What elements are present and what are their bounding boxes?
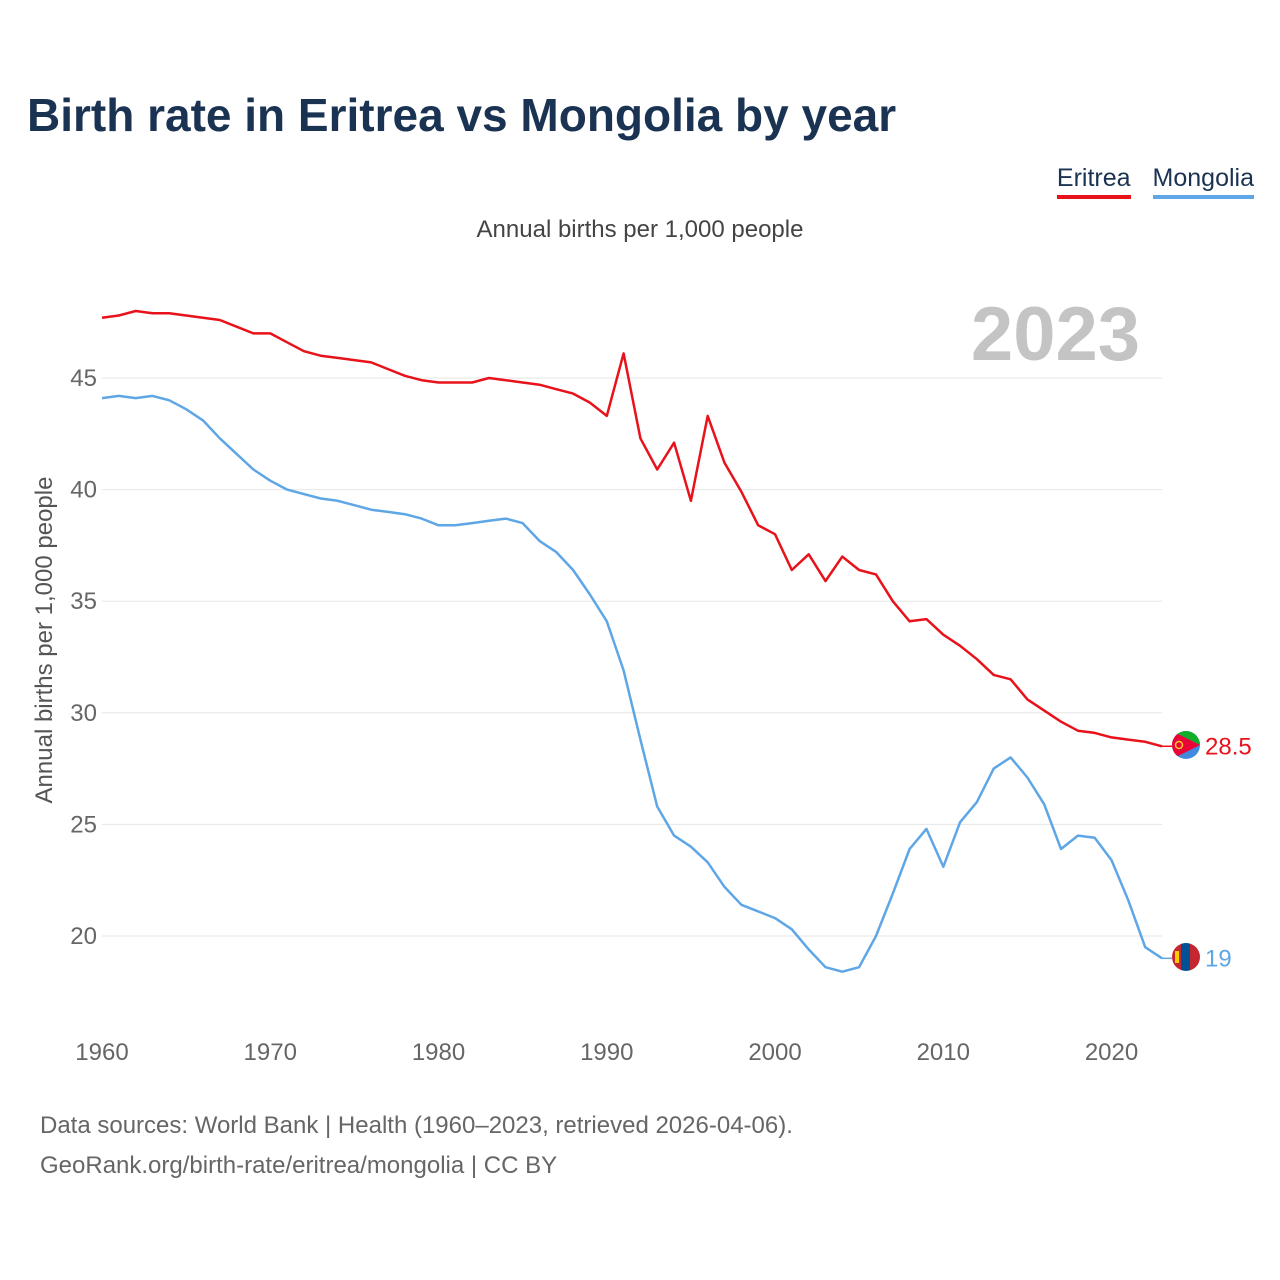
footer: Data sources: World Bank | Health (1960–… xyxy=(40,1106,793,1186)
x-tick-label: 1960 xyxy=(75,1039,128,1066)
chart-subtitle: Annual births per 1,000 people xyxy=(476,216,804,243)
legend-item-mongolia[interactable]: Mongolia xyxy=(1152,164,1254,199)
x-tick-label: 2000 xyxy=(748,1039,801,1066)
y-tick-label: 40 xyxy=(70,477,97,504)
chart-title: Birth rate in Eritrea vs Mongolia by yea… xyxy=(27,89,897,141)
footer-source: Data sources: World Bank | Health (1960–… xyxy=(40,1112,793,1139)
mongolia-flag-icon xyxy=(1172,943,1200,971)
y-tick-label: 20 xyxy=(70,923,97,950)
series-line-eritrea[interactable] xyxy=(101,309,1163,748)
x-tick-label: 1990 xyxy=(580,1039,633,1066)
x-tick-label: 1970 xyxy=(244,1039,297,1066)
end-value-label-eritrea: 28.5 xyxy=(1205,733,1252,760)
x-tick-label: 2010 xyxy=(917,1039,970,1066)
y-tick-label: 30 xyxy=(70,700,97,727)
eritrea-flag-icon xyxy=(1172,731,1200,759)
year-watermark: 2023 xyxy=(971,292,1140,377)
y-axis-label: Annual births per 1,000 people xyxy=(31,477,58,804)
legend-item-eritrea[interactable]: Eritrea xyxy=(1056,164,1131,199)
x-tick-label: 1980 xyxy=(412,1039,465,1066)
x-tick-label: 2020 xyxy=(1085,1039,1138,1066)
y-tick-label: 45 xyxy=(70,365,97,392)
y-tick-label: 35 xyxy=(70,588,97,615)
y-tick-label: 25 xyxy=(70,811,97,838)
end-value-label-mongolia: 19 xyxy=(1205,945,1232,972)
series-line-mongolia[interactable] xyxy=(101,394,1163,973)
footer-link[interactable]: GeoRank.org/birth-rate/eritrea/mongolia … xyxy=(40,1152,558,1179)
legend: Eritrea Mongolia xyxy=(1056,164,1254,199)
